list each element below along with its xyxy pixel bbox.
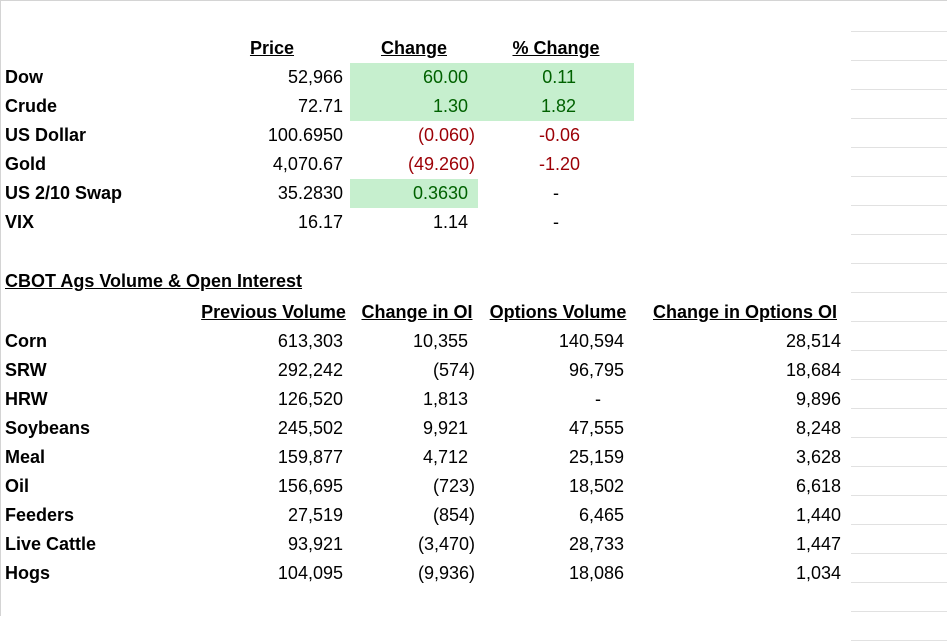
cell-value: (49.260) xyxy=(407,154,475,174)
grid-line xyxy=(851,437,947,438)
row-label: US Dollar xyxy=(5,125,87,145)
cell-value: 0.3630 xyxy=(350,179,478,208)
cell-value: 613,303 xyxy=(277,331,343,351)
column-header: Options Volume xyxy=(489,302,627,322)
cell-value: (3,470) xyxy=(417,534,475,554)
cell-value: 9,896 xyxy=(795,389,841,409)
grid-line xyxy=(851,321,947,322)
cell-value: (9,936) xyxy=(417,563,475,583)
column-header: % Change xyxy=(512,38,600,58)
row-label: Live Cattle xyxy=(5,534,97,554)
grid-line xyxy=(851,234,947,235)
cell-value: 1,447 xyxy=(795,534,841,554)
grid-line xyxy=(851,147,947,148)
cell-value: 126,520 xyxy=(277,389,343,409)
cell-value: 52,966 xyxy=(287,67,343,87)
cell-value: 28,514 xyxy=(785,331,841,351)
cell-value: 3,628 xyxy=(795,447,841,467)
cell-value: 93,921 xyxy=(287,534,343,554)
cell-value: -1.20 xyxy=(538,154,580,174)
cell-value: 18,086 xyxy=(568,563,624,583)
row-label: Feeders xyxy=(5,505,75,525)
cell-value: 1,440 xyxy=(795,505,841,525)
row-label: Crude xyxy=(5,96,58,116)
cell-value: 4,070.67 xyxy=(272,154,343,174)
row-label: Dow xyxy=(5,67,43,87)
cell-value: 16.17 xyxy=(297,212,343,232)
cell-value: 18,684 xyxy=(785,360,841,380)
cell-value: - xyxy=(595,389,601,409)
column-header: Change in OI xyxy=(361,302,473,322)
cell-value: 245,502 xyxy=(277,418,343,438)
grid-line xyxy=(851,292,947,293)
cell-value: 72.71 xyxy=(297,96,343,116)
grid-line xyxy=(851,379,947,380)
cell-value: 156,695 xyxy=(277,476,343,496)
grid-line xyxy=(851,118,947,119)
section-title: CBOT Ags Volume & Open Interest xyxy=(5,271,303,291)
grid-line xyxy=(851,205,947,206)
cell-value: 1.30 xyxy=(350,92,478,121)
cell-value: 159,877 xyxy=(277,447,343,467)
cell-value: - xyxy=(553,212,559,232)
row-label: Meal xyxy=(5,447,46,467)
row-label: Gold xyxy=(5,154,46,174)
cell-value: 100.6950 xyxy=(267,125,343,145)
row-label: Hogs xyxy=(5,563,50,583)
cell-value: 28,733 xyxy=(568,534,624,554)
cell-value: 35.2830 xyxy=(277,183,343,203)
row-label: HRW xyxy=(5,389,48,409)
grid-line xyxy=(851,263,947,264)
column-header: Change in Options OI xyxy=(653,302,837,322)
grid-line xyxy=(851,611,947,612)
cell-value: (723) xyxy=(432,476,475,496)
cell-value: 4,712 xyxy=(422,447,468,467)
cell-value: 47,555 xyxy=(568,418,624,438)
cell-value: 0.11 xyxy=(478,63,634,92)
grid-line xyxy=(851,466,947,467)
grid-line xyxy=(851,524,947,525)
column-header: Price xyxy=(249,38,295,58)
cell-value: -0.06 xyxy=(538,125,580,145)
grid-line xyxy=(851,60,947,61)
cell-value: 60.00 xyxy=(350,63,478,92)
cell-value: 140,594 xyxy=(558,331,624,351)
row-label: Oil xyxy=(5,476,30,496)
cell-value: 1.82 xyxy=(478,92,634,121)
cell-value: 8,248 xyxy=(795,418,841,438)
cell-value: 1,813 xyxy=(422,389,468,409)
grid-line xyxy=(851,495,947,496)
column-header: Change xyxy=(380,38,447,58)
cell-value: 27,519 xyxy=(287,505,343,525)
cell-value: (0.060) xyxy=(417,125,475,145)
grid-line xyxy=(851,582,947,583)
grid-line xyxy=(851,350,947,351)
cell-value: (574) xyxy=(432,360,475,380)
cell-value: 1,034 xyxy=(795,563,841,583)
cell-value: 292,242 xyxy=(277,360,343,380)
cell-value: 10,355 xyxy=(412,331,468,351)
row-label: Corn xyxy=(5,331,47,351)
cell-value: 9,921 xyxy=(422,418,468,438)
grid-line xyxy=(851,553,947,554)
cell-value: - xyxy=(553,183,559,203)
grid-line xyxy=(851,176,947,177)
cell-value: 18,502 xyxy=(568,476,624,496)
cell-value: (854) xyxy=(432,505,475,525)
grid-line xyxy=(851,31,947,32)
cell-value: 6,465 xyxy=(578,505,624,525)
cell-value: 25,159 xyxy=(568,447,624,467)
column-header: Previous Volume xyxy=(201,302,346,322)
row-label: VIX xyxy=(5,212,35,232)
cell-value: 104,095 xyxy=(277,563,343,583)
row-label: Soybeans xyxy=(5,418,91,438)
cell-value: 6,618 xyxy=(795,476,841,496)
cell-value: 96,795 xyxy=(568,360,624,380)
row-label: US 2/10 Swap xyxy=(5,183,123,203)
cell-value: 1.14 xyxy=(432,212,468,232)
grid-line xyxy=(851,408,947,409)
grid-line xyxy=(851,89,947,90)
row-label: SRW xyxy=(5,360,47,380)
